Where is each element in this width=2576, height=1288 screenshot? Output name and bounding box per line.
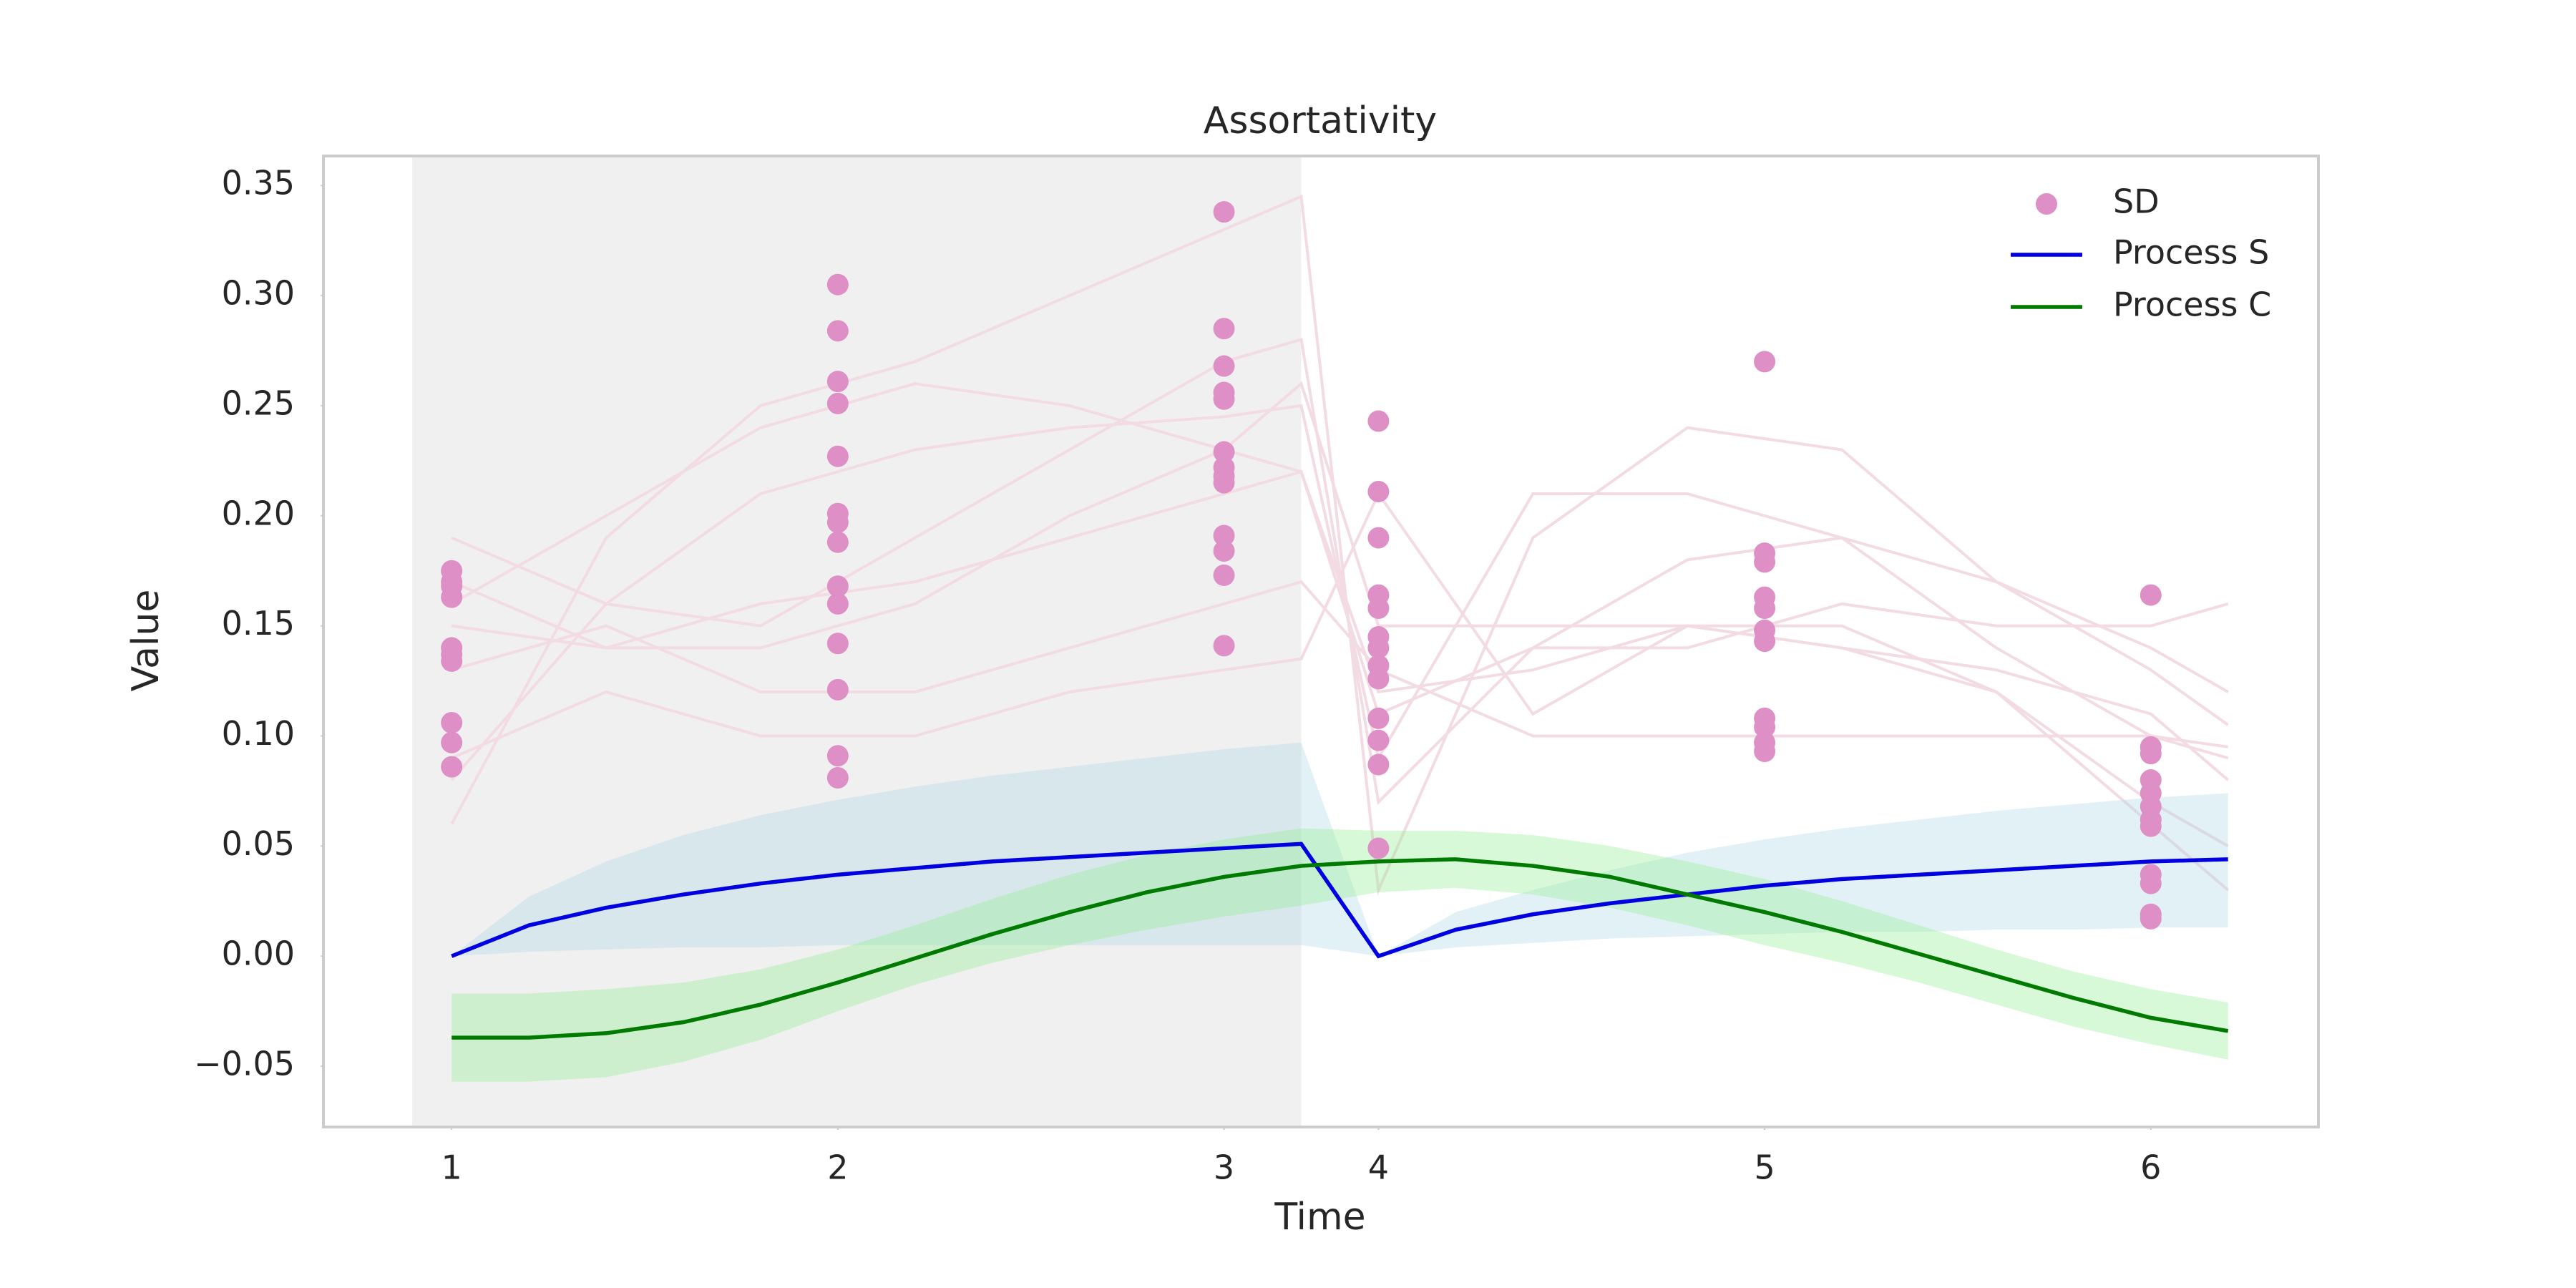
scatter-point [441,650,463,672]
x-tick-label: 1 [441,1148,462,1187]
y-tick-label: 0.00 [222,935,295,973]
y-tick-label: 0.35 [222,164,295,203]
scatter-point [1213,441,1235,463]
scatter-point [1367,527,1390,549]
trajectory-line [451,469,2230,892]
scatter-point [1213,635,1235,657]
scatter-point [1754,630,1776,653]
scatter-point [826,592,849,615]
scatter-point [826,320,849,342]
legend-label: Process S [2113,233,2269,272]
scatter-point [1367,837,1390,859]
legend-marker [2036,193,2057,215]
x-tick-label: 3 [1214,1148,1234,1187]
y-tick-label: 0.20 [222,494,295,532]
scatter-point [1754,351,1776,373]
scatter-point [2140,584,2162,606]
legend-label: Process C [2113,286,2271,324]
scatter-point [2140,872,2162,894]
scatter-point [1367,729,1390,751]
trajectory-line [451,491,2229,848]
trajectory-line [450,194,2229,896]
scatter-point [826,633,849,655]
scatter-point [1367,753,1390,776]
scatter-point [441,731,463,753]
y-tick-label: 0.30 [222,274,295,313]
trajectory-line [451,381,2230,781]
scatter-point [1754,551,1776,573]
chart-title: Assortativity [1204,99,1437,142]
scatter-point [1367,637,1390,659]
trajectory-line [451,580,2228,748]
confidence-band [452,828,2228,1082]
scatter-point [826,531,849,553]
series-line [451,841,2228,959]
x-axis-label: Time [1274,1196,1365,1239]
x-tick-label: 5 [1754,1148,1775,1187]
y-tick-label: −0.05 [194,1045,295,1083]
scatter-point [441,756,463,778]
y-tick-label: 0.25 [222,384,295,422]
scatter-point [1754,597,1776,620]
scatter-point [1367,707,1390,729]
scatter-point [1754,741,1776,763]
legend-label: SD [2113,182,2160,221]
scatter-point [1367,597,1390,620]
scatter-point [826,273,849,296]
y-tick-label: 0.10 [222,714,295,753]
scatter-point [826,512,849,534]
scatter-point [826,371,849,393]
scatter-point [1213,564,1235,586]
scatter-point [441,712,463,734]
scatter-point [1213,472,1235,494]
y-tick-label: 0.05 [222,824,295,863]
series-line [452,857,2229,1040]
x-tick-label: 2 [827,1148,848,1187]
scatter-point [2140,907,2162,930]
scatter-point [826,445,849,467]
scatter-point [826,575,849,597]
scatter-point [1213,355,1235,377]
scatter-point [2140,743,2162,765]
x-tick-label: 6 [2140,1148,2161,1187]
scatter-point [1754,716,1776,738]
scatter-point [826,745,849,767]
scatter-point [1213,388,1235,410]
trajectory-line [451,382,2229,716]
y-axis-label: Value [125,590,167,692]
scatter-point [1367,480,1390,502]
scatter-point [826,678,849,701]
scatter-point [1213,318,1235,340]
scatter-point [1213,201,1235,223]
confidence-band [452,742,2228,957]
scatter-point [1367,410,1390,432]
trajectory-line [451,338,2229,805]
scatter-point [1367,668,1390,690]
scatter-point [826,392,849,414]
scatter-point [1213,525,1235,547]
scatter-point [826,766,849,789]
scatter-point [441,586,463,608]
plot-frame [322,155,2320,1128]
scatter-point [1213,540,1235,562]
x-tick-label: 4 [1368,1148,1389,1187]
scatter-point [2140,815,2162,837]
y-tick-label: 0.15 [222,604,295,643]
